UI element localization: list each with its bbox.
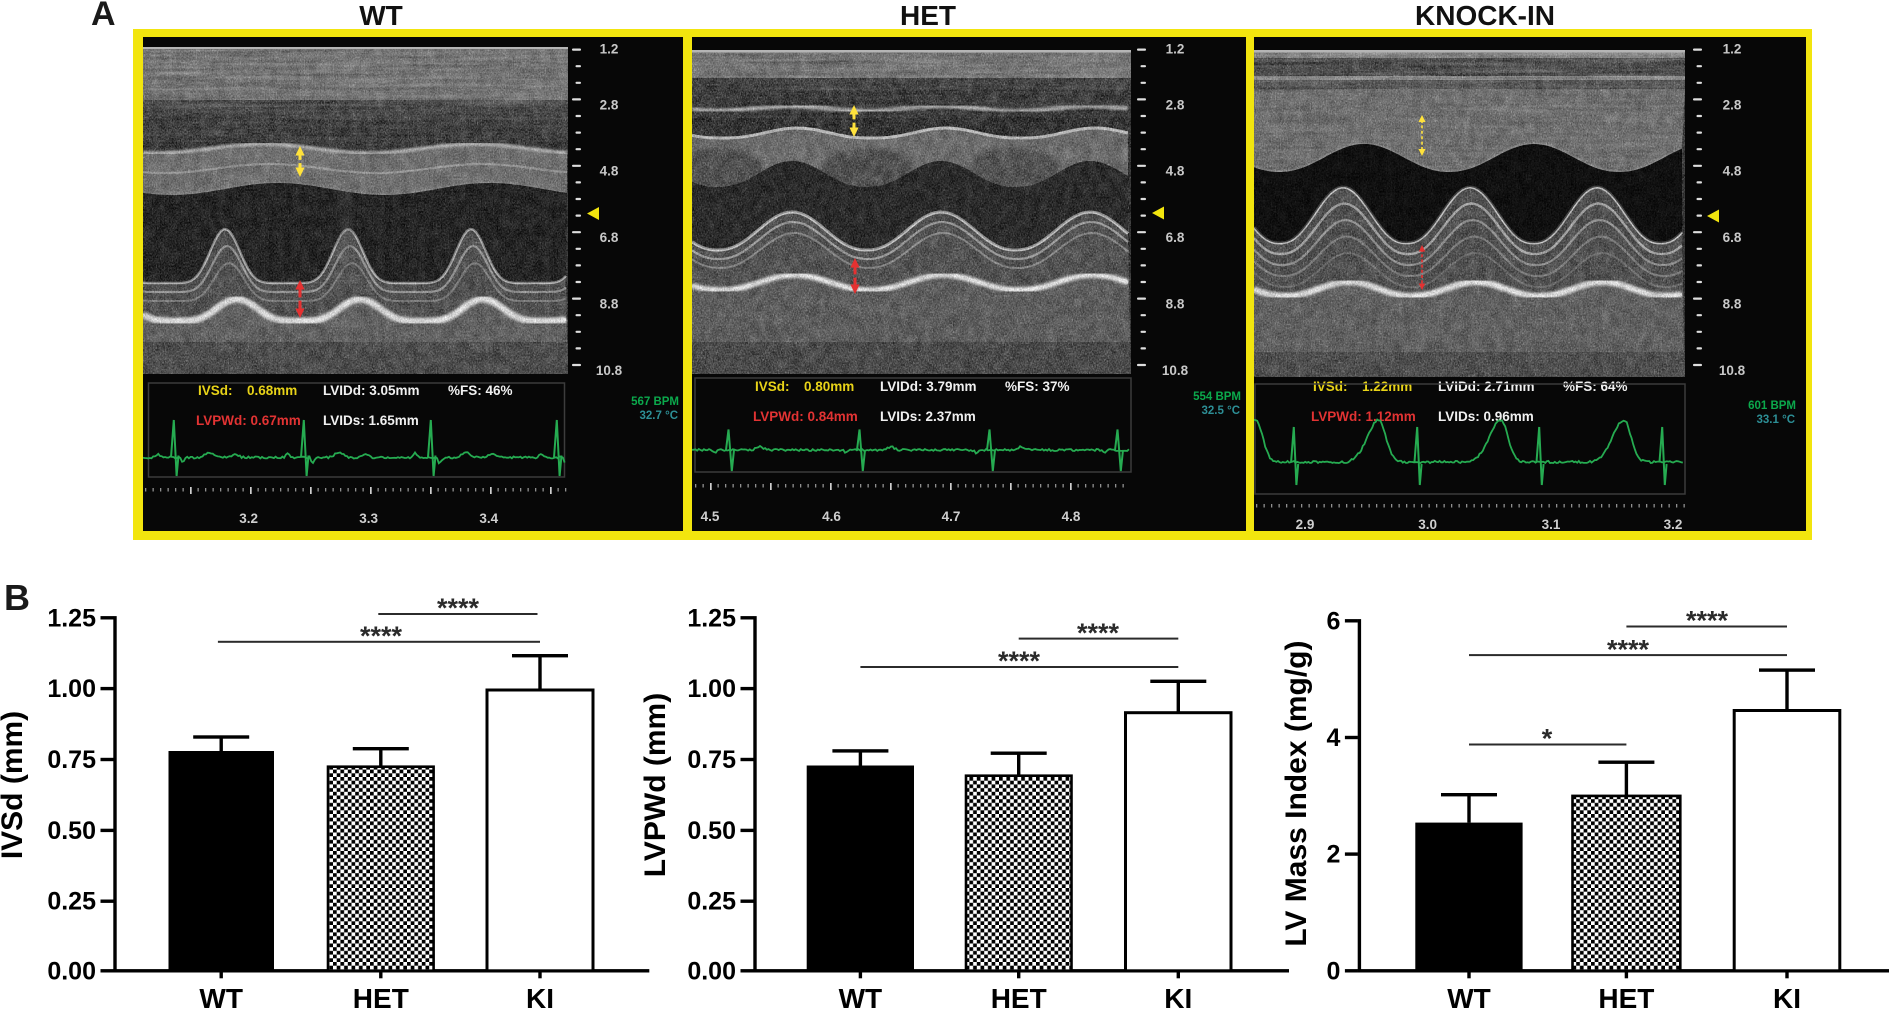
svg-text:6: 6 xyxy=(1326,607,1340,635)
svg-text:3.1: 3.1 xyxy=(1542,517,1561,531)
svg-text:1.00: 1.00 xyxy=(47,675,96,703)
svg-text:2: 2 xyxy=(1326,841,1340,869)
svg-text:6.8: 6.8 xyxy=(1723,230,1742,245)
svg-text:LVPWd: 0.84mm: LVPWd: 0.84mm xyxy=(753,409,858,424)
svg-text:LV Mass Index (mg/g): LV Mass Index (mg/g) xyxy=(1280,641,1313,947)
svg-text:3.2: 3.2 xyxy=(1664,517,1683,531)
svg-text:4.8: 4.8 xyxy=(1723,164,1742,179)
svg-text:0.50: 0.50 xyxy=(47,817,96,845)
svg-text:3.0: 3.0 xyxy=(1418,517,1437,531)
svg-text:KI: KI xyxy=(526,983,554,1014)
svg-text:4: 4 xyxy=(1326,724,1340,752)
svg-text:%FS: 46%: %FS: 46% xyxy=(448,383,513,398)
svg-text:33.1 °C: 33.1 °C xyxy=(1757,414,1795,426)
svg-text:LVIDd: 3.79mm: LVIDd: 3.79mm xyxy=(880,379,977,394)
svg-text:1.2: 1.2 xyxy=(1166,42,1185,57)
svg-text:4.8: 4.8 xyxy=(1062,509,1081,524)
svg-text:HET: HET xyxy=(353,983,409,1014)
svg-text:LVPWd (mm): LVPWd (mm) xyxy=(639,693,672,877)
svg-text:LVIDd: 3.05mm: LVIDd: 3.05mm xyxy=(323,383,420,398)
svg-text:*: * xyxy=(1542,724,1553,754)
svg-text:4.8: 4.8 xyxy=(1166,164,1185,179)
svg-text:2.8: 2.8 xyxy=(600,98,619,113)
svg-text:LVIDs: 2.37mm: LVIDs: 2.37mm xyxy=(880,409,976,424)
svg-text:1.2: 1.2 xyxy=(600,42,619,57)
svg-text:10.8: 10.8 xyxy=(1162,363,1189,378)
svg-text:10.8: 10.8 xyxy=(1719,363,1746,378)
svg-text:****: **** xyxy=(998,646,1041,676)
svg-text:KI: KI xyxy=(1164,983,1192,1014)
svg-text:8.8: 8.8 xyxy=(600,297,619,312)
svg-text:0.25: 0.25 xyxy=(47,888,96,916)
svg-text:10.8: 10.8 xyxy=(596,363,623,378)
svg-text:LVIDs: 1.65mm: LVIDs: 1.65mm xyxy=(323,413,419,428)
svg-text:WT: WT xyxy=(839,983,883,1014)
svg-text:IVSd (mm): IVSd (mm) xyxy=(0,711,29,859)
svg-text:IVSd:: IVSd: xyxy=(755,379,790,394)
svg-text:2.9: 2.9 xyxy=(1296,517,1315,531)
svg-text:2.8: 2.8 xyxy=(1166,98,1185,113)
svg-text:HET: HET xyxy=(1598,983,1654,1014)
svg-text:1.25: 1.25 xyxy=(47,604,96,632)
svg-text:4.5: 4.5 xyxy=(701,509,720,524)
svg-text:WT: WT xyxy=(1447,983,1491,1014)
svg-text:LVPWd: 0.67mm: LVPWd: 0.67mm xyxy=(196,413,301,428)
svg-text:32.5 °C: 32.5 °C xyxy=(1202,405,1240,417)
svg-text:%FS: 64%: %FS: 64% xyxy=(1563,379,1628,394)
svg-text:WT: WT xyxy=(199,983,243,1014)
svg-text:0.75: 0.75 xyxy=(687,746,736,774)
svg-text:601 BPM: 601 BPM xyxy=(1748,400,1796,412)
svg-text:6.8: 6.8 xyxy=(600,230,619,245)
svg-text:LVPWd: 1.12mm: LVPWd: 1.12mm xyxy=(1311,409,1416,424)
svg-text:KI: KI xyxy=(1773,983,1801,1014)
svg-text:0.25: 0.25 xyxy=(687,888,736,916)
svg-text:0.75: 0.75 xyxy=(47,746,96,774)
svg-text:0.00: 0.00 xyxy=(47,957,96,985)
svg-text:1.22mm: 1.22mm xyxy=(1362,379,1412,394)
svg-text:****: **** xyxy=(437,593,480,623)
svg-text:8.8: 8.8 xyxy=(1166,297,1185,312)
svg-text:HET: HET xyxy=(991,983,1047,1014)
svg-text:0.50: 0.50 xyxy=(687,817,736,845)
svg-text:1.00: 1.00 xyxy=(687,675,736,703)
svg-text:32.7 °C: 32.7 °C xyxy=(640,410,678,422)
svg-text:3.2: 3.2 xyxy=(239,511,258,526)
svg-text:6.8: 6.8 xyxy=(1166,230,1185,245)
svg-text:0.00: 0.00 xyxy=(687,957,736,985)
svg-text:LVIDd: 2.71mm: LVIDd: 2.71mm xyxy=(1438,379,1535,394)
svg-text:****: **** xyxy=(1686,606,1729,636)
svg-text:%FS: 37%: %FS: 37% xyxy=(1005,379,1070,394)
svg-text:567 BPM: 567 BPM xyxy=(631,396,679,408)
svg-text:4.7: 4.7 xyxy=(942,509,961,524)
svg-text:0.68mm: 0.68mm xyxy=(247,383,297,398)
svg-text:IVSd:: IVSd: xyxy=(198,383,233,398)
svg-text:1.2: 1.2 xyxy=(1723,42,1742,57)
svg-text:2.8: 2.8 xyxy=(1723,98,1742,113)
svg-text:1.25: 1.25 xyxy=(687,604,736,632)
svg-text:8.8: 8.8 xyxy=(1723,297,1742,312)
svg-text:IVSd:: IVSd: xyxy=(1313,379,1348,394)
svg-text:4.6: 4.6 xyxy=(822,509,841,524)
svg-text:3.3: 3.3 xyxy=(359,511,378,526)
svg-text:****: **** xyxy=(1607,634,1650,664)
svg-text:554 BPM: 554 BPM xyxy=(1193,391,1241,403)
svg-text:4.8: 4.8 xyxy=(600,164,619,179)
svg-text:****: **** xyxy=(1077,618,1120,648)
svg-text:****: **** xyxy=(360,621,403,651)
svg-text:0: 0 xyxy=(1326,957,1340,985)
svg-text:3.4: 3.4 xyxy=(479,511,498,526)
svg-text:LVIDs: 0.96mm: LVIDs: 0.96mm xyxy=(1438,409,1534,424)
svg-text:0.80mm: 0.80mm xyxy=(804,379,854,394)
